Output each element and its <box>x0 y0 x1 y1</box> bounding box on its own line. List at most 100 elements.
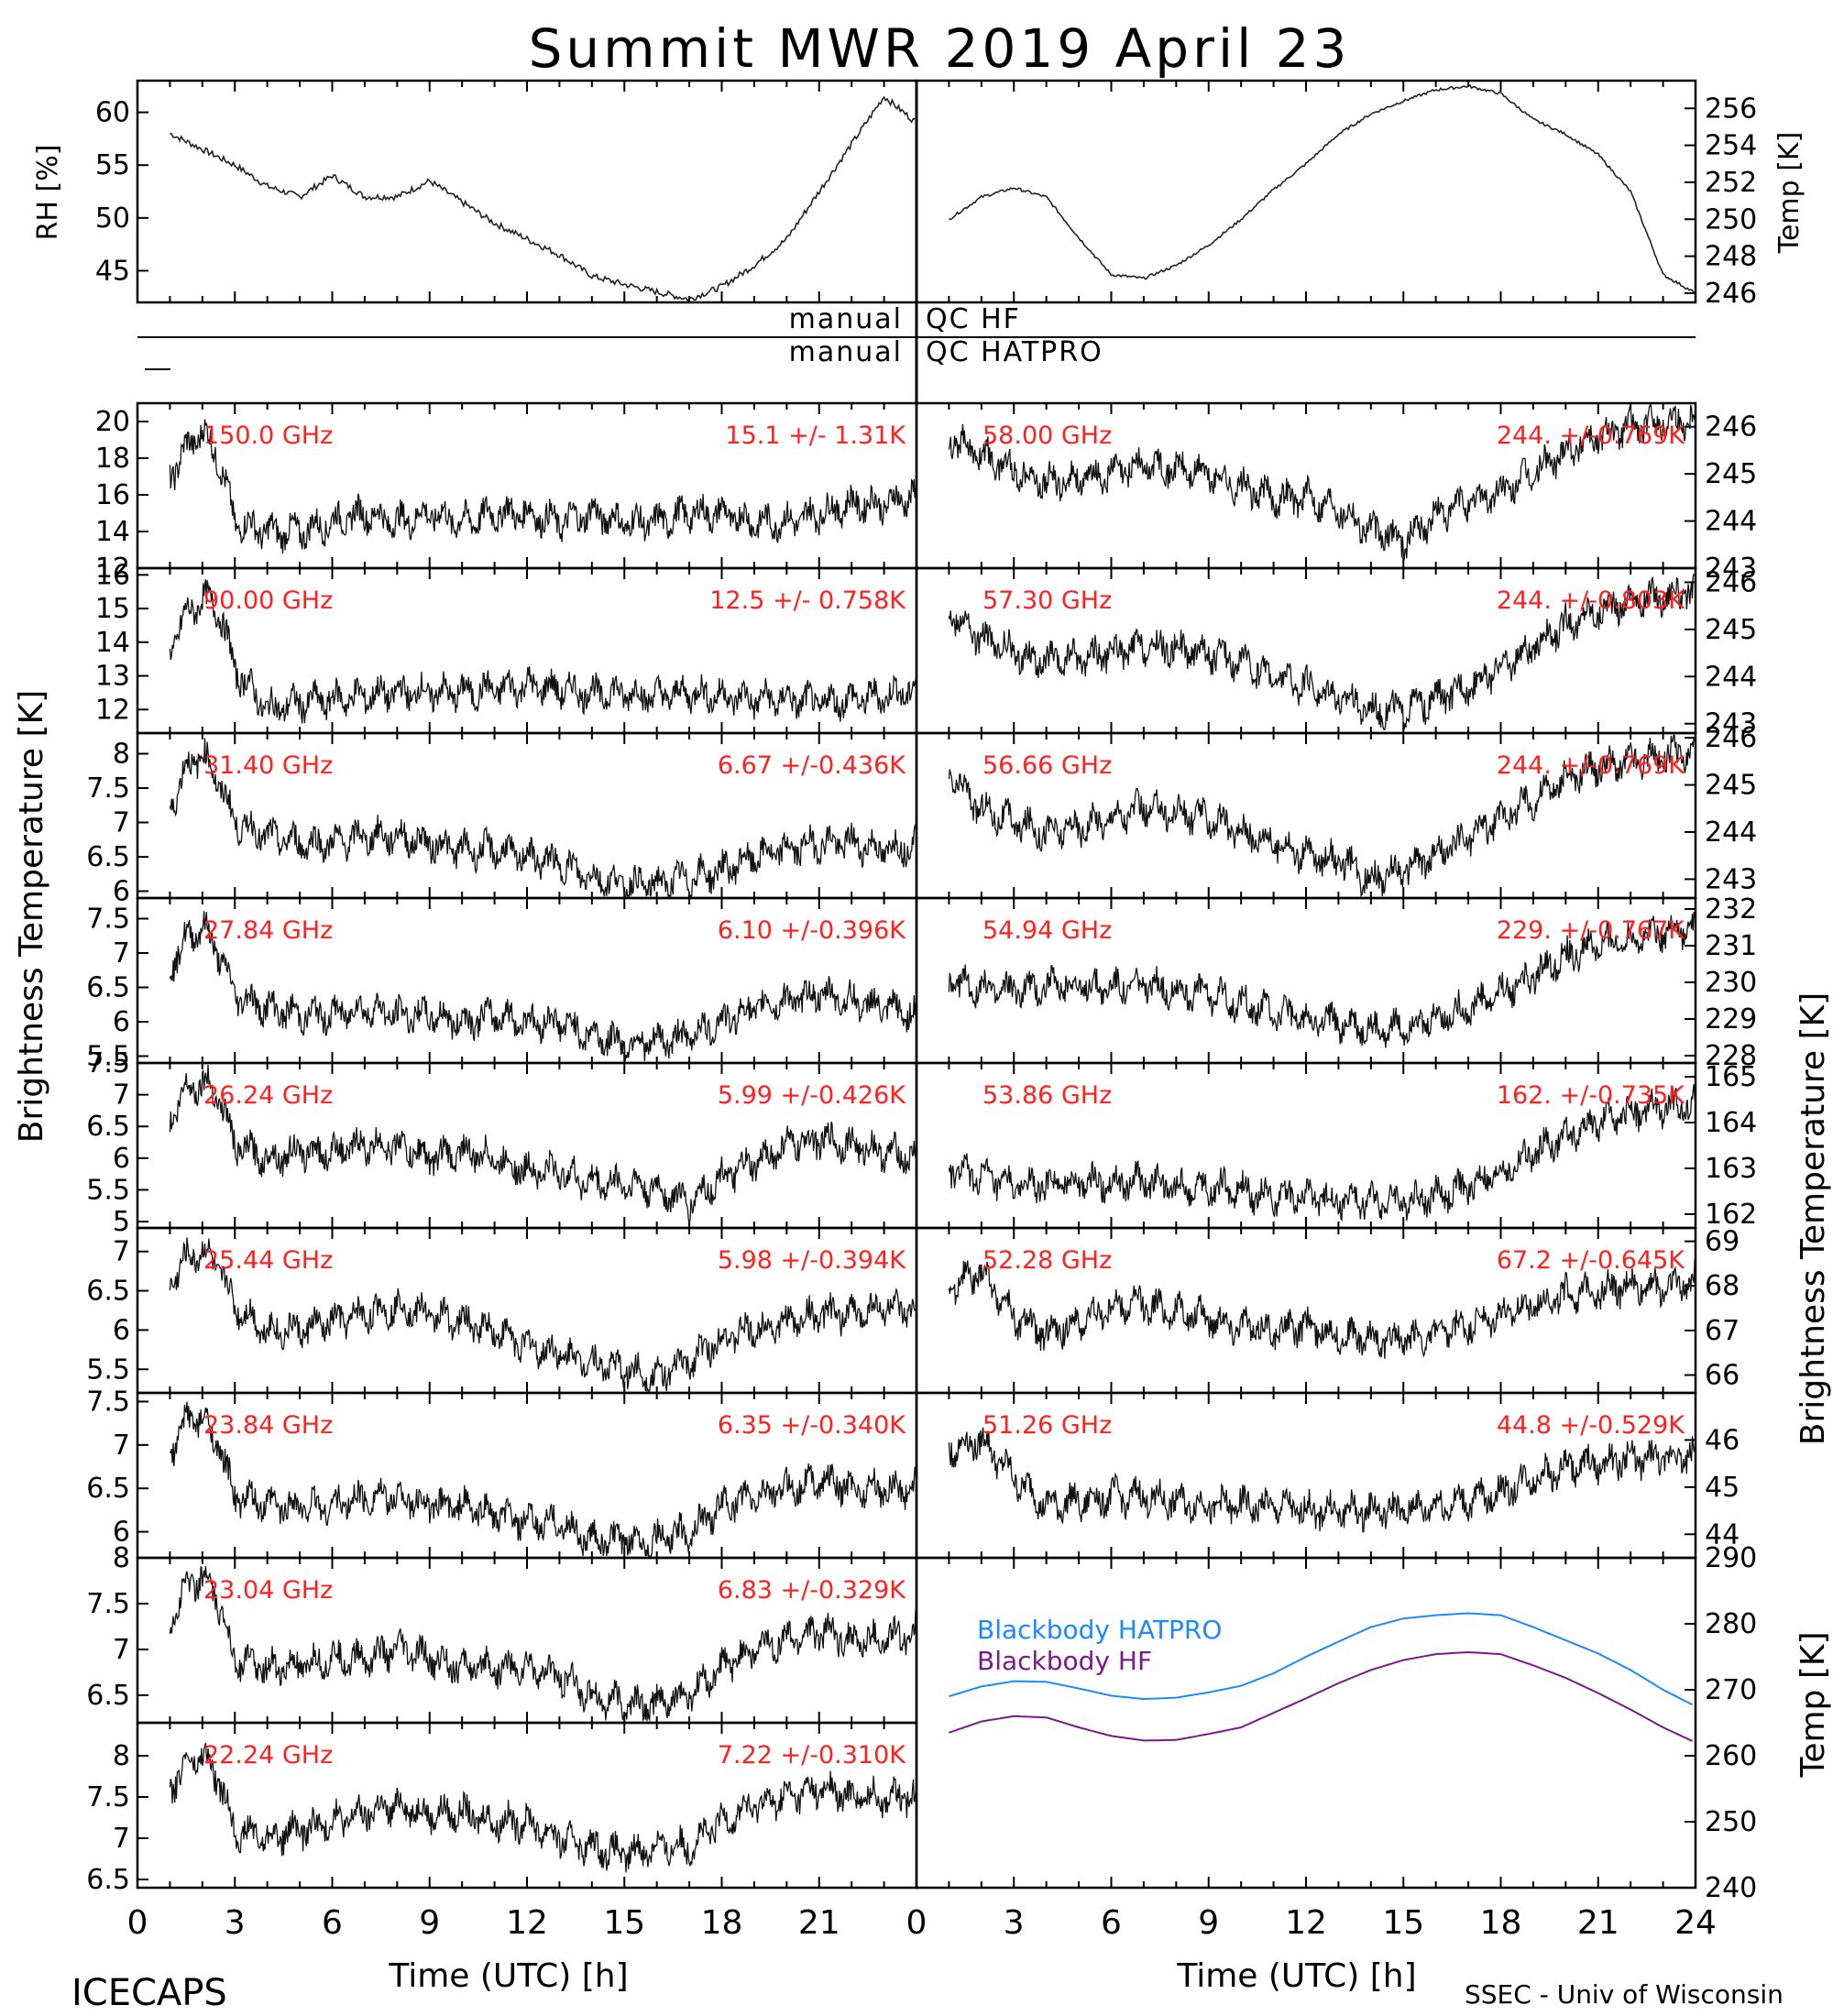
left-channel-4-freq-label: 26.24 GHz <box>203 1081 333 1110</box>
temp-panel-ytick-label: 254 <box>1705 130 1757 162</box>
x-tick-label-left: 21 <box>798 1904 840 1942</box>
left-channel-7-trace <box>169 1566 917 1723</box>
left-channel-6-ytick-label: 6.5 <box>86 1473 130 1505</box>
right-channel-4-stat-label: 162. +/-0.735K <box>1497 1081 1685 1110</box>
left-channel-8-ytick-label: 8 <box>113 1740 130 1772</box>
qc-hatpro-left-label: manual <box>789 336 903 368</box>
left-channel-2-ytick-label: 6 <box>113 876 130 908</box>
x-tick-label-left: 12 <box>506 1904 548 1942</box>
x-tick-label-left: 9 <box>419 1904 440 1942</box>
left-channel-0-ytick-label: 20 <box>95 406 130 438</box>
left-channel-7-ytick-label: 8 <box>113 1542 130 1574</box>
x-axis-title-left: Time (UTC) [h] <box>388 1957 628 1995</box>
left-channel-8-ytick-label: 7 <box>113 1823 130 1855</box>
x-tick-label-right: 3 <box>1004 1904 1025 1942</box>
x-tick-label-right: 6 <box>1101 1904 1122 1942</box>
right-channel-0-ytick-label: 243 <box>1705 553 1757 585</box>
rh-axis-label: RH [%] <box>32 145 64 241</box>
rh-trace <box>170 95 916 302</box>
left-channel-1-ytick-label: 14 <box>95 627 130 659</box>
qc-hf-label: QC HF <box>926 303 1021 335</box>
right-channel-2-ytick-label: 245 <box>1705 770 1757 802</box>
right-channel-3-ytick-label: 228 <box>1705 1040 1757 1072</box>
left-channel-0-ytick-label: 14 <box>95 516 130 548</box>
blackbody-panel-ytick-label: 280 <box>1705 1608 1757 1640</box>
left-channel-4-stat-label: 5.99 +/-0.426K <box>718 1081 906 1110</box>
left-channel-0-ytick-label: 16 <box>95 479 130 511</box>
right-channel-2-ytick-label: 243 <box>1705 863 1757 895</box>
right-channel-1-ytick-label: 245 <box>1705 614 1757 646</box>
left-channel-6-stat-label: 6.35 +/-0.340K <box>718 1411 906 1440</box>
temp-panel-ytick-label: 256 <box>1705 93 1757 125</box>
left-channel-5-ytick-label: 7 <box>113 1236 130 1268</box>
right-channel-3-ytick-label: 230 <box>1705 967 1757 999</box>
left-channel-5-ytick-label: 6 <box>113 1314 130 1346</box>
left-channel-5-stat-label: 5.98 +/-0.394K <box>718 1246 906 1275</box>
blackbody-panel-ytick-label: 290 <box>1705 1542 1757 1574</box>
right-channel-5-ytick-label: 67 <box>1705 1315 1740 1347</box>
x-tick-label-right: 15 <box>1382 1904 1424 1942</box>
left-channel-2-trace <box>169 738 917 899</box>
left-channel-5-freq-label: 25.44 GHz <box>203 1246 333 1275</box>
left-channel-8-ytick-label: 7.5 <box>86 1781 130 1813</box>
left-axis-title: Brightness Temperature [K] <box>13 690 50 1143</box>
left-channel-6-freq-label: 23.84 GHz <box>203 1411 333 1440</box>
left-channel-8-ytick-label: 6.5 <box>86 1864 130 1896</box>
left-channel-5-ytick-label: 6.5 <box>86 1276 130 1308</box>
right-channel-3-trace <box>948 911 1696 1048</box>
footer-icecaps: ICECAPS <box>71 1972 227 2014</box>
footer-ssec: SSEC - Univ of Wisconsin <box>1465 1979 1784 2010</box>
left-channel-6-trace <box>169 1401 917 1557</box>
x-tick-label-left: 6 <box>322 1904 343 1942</box>
left-channel-4-ytick-label: 7 <box>113 1079 130 1112</box>
right-channel-2-freq-label: 56.66 GHz <box>982 751 1112 780</box>
left-channel-1-trace <box>169 579 917 724</box>
left-channel-0-stat-label: 15.1 +/- 1.31K <box>725 422 906 450</box>
right-channel-0-freq-label: 58.00 GHz <box>982 422 1112 450</box>
x-tick-label-left: 0 <box>127 1904 148 1942</box>
left-channel-8-stat-label: 7.22 +/-0.310K <box>718 1741 906 1769</box>
x-tick-label-right: 9 <box>1198 1904 1219 1942</box>
left-channel-3-ytick-label: 7.5 <box>86 904 130 936</box>
left-channel-5-ytick-label: 5.5 <box>86 1353 130 1386</box>
right-channel-3-ytick-label: 231 <box>1705 930 1757 962</box>
right-channel-4-trace <box>948 1084 1696 1222</box>
right-channel-4-freq-label: 53.86 GHz <box>982 1081 1112 1110</box>
right-channel-4-ytick-label: 163 <box>1705 1153 1757 1185</box>
left-channel-7-ytick-label: 7 <box>113 1634 130 1666</box>
left-channel-6-ytick-label: 6 <box>113 1517 130 1549</box>
x-tick-label-right: 18 <box>1480 1904 1522 1942</box>
right-channel-1-trace <box>948 573 1696 730</box>
left-channel-5-trace <box>169 1237 917 1394</box>
left-channel-7-ytick-label: 7.5 <box>86 1588 130 1620</box>
right-channel-5-ytick-label: 69 <box>1705 1226 1740 1258</box>
left-channel-7-ytick-label: 6.5 <box>86 1680 130 1712</box>
left-channel-4-ytick-label: 5 <box>113 1206 130 1238</box>
left-channel-1-ytick-label: 16 <box>95 559 130 591</box>
right-channel-4-ytick-label: 165 <box>1705 1061 1757 1093</box>
figure-title: Summit MWR 2019 April 23 <box>529 17 1351 80</box>
blackbody-panel-ytick-label: 270 <box>1705 1674 1757 1706</box>
right-channel-5-freq-label: 52.28 GHz <box>982 1246 1112 1275</box>
x-tick-label-right: 0 <box>906 1904 927 1942</box>
right-channel-6-ytick-label: 44 <box>1705 1518 1740 1550</box>
blackbody-panel-ytick-label: 250 <box>1705 1806 1757 1838</box>
left-channel-4-ytick-label: 5.5 <box>86 1174 130 1206</box>
right-channel-1-ytick-label: 243 <box>1705 708 1757 740</box>
right-channel-2-ytick-label: 244 <box>1705 816 1757 849</box>
right-channel-5-trace <box>948 1259 1696 1359</box>
left-channel-0-ytick-label: 18 <box>95 443 130 475</box>
right-channel-1-ytick-label: 246 <box>1705 566 1757 598</box>
left-channel-3-ytick-label: 6 <box>113 1006 130 1038</box>
left-channel-2-stat-label: 6.67 +/-0.436K <box>718 751 906 780</box>
blackbody-axis-label: Temp [K] <box>1795 1631 1832 1778</box>
right-channel-4-ytick-label: 162 <box>1705 1199 1757 1231</box>
left-channel-1-ytick-label: 12 <box>95 694 130 726</box>
right-channel-5-ytick-label: 68 <box>1705 1270 1740 1302</box>
blackbody-series-0 <box>949 1612 1693 1706</box>
right-channel-3-stat-label: 229. +/-0.767K <box>1497 916 1685 945</box>
rh-panel-ytick-label: 45 <box>95 255 130 287</box>
left-channel-1-ytick-label: 13 <box>95 661 130 693</box>
left-channel-2-ytick-label: 7.5 <box>86 772 130 805</box>
